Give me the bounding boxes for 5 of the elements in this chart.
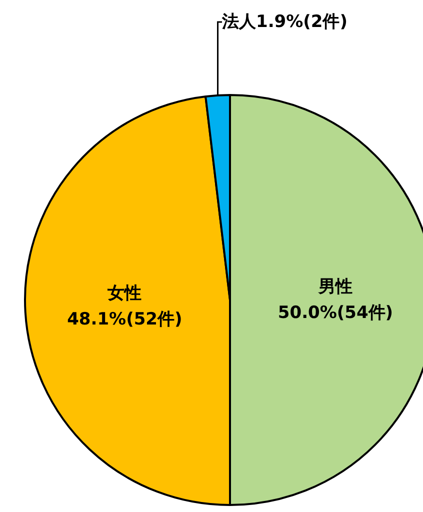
slice-label: 男性 xyxy=(318,277,352,297)
data-label: 50.0%(54件) xyxy=(278,303,394,323)
data-label: 48.1%(52件) xyxy=(67,309,182,330)
slice-label: 法人1.9%(2件) xyxy=(221,12,348,32)
slice-label: 女性 xyxy=(106,283,142,304)
